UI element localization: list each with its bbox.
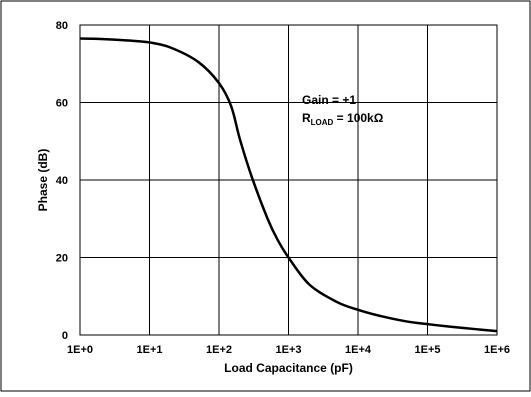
tick-labels: 1E+0 1E+1 1E+2 1E+3 1E+4 1E+5 1E+6 0 20 40 60 80 <box>56 20 510 356</box>
annotation-rload-suffix: = 100kΩ <box>333 111 383 125</box>
y-tick-label: 60 <box>56 98 68 110</box>
x-tick-label: 1E+6 <box>484 344 510 356</box>
plot-frame <box>79 24 498 336</box>
x-tick-label: 1E+5 <box>415 344 441 356</box>
annotation-gain: Gain = +1 <box>302 93 356 107</box>
x-axis-label: Load Capacitance (pF) <box>224 361 353 375</box>
x-tick-label: 1E+1 <box>137 344 163 356</box>
x-tick-label: 1E+3 <box>276 344 302 356</box>
annotation-rload-prefix: R <box>302 111 311 125</box>
annotation: Gain = +1 RLOAD = 100kΩ <box>302 93 384 127</box>
y-tick-label: 0 <box>62 330 68 342</box>
y-tick-label: 40 <box>56 175 68 187</box>
x-tick-label: 1E+2 <box>206 344 232 356</box>
x-tick-label: 1E+0 <box>67 344 93 356</box>
y-tick-label: 20 <box>56 253 68 265</box>
series-line <box>79 37 498 333</box>
y-tick-label: 80 <box>56 20 68 32</box>
y-axis-label: Phase (dB) <box>36 149 50 212</box>
x-tick-label: 1E+4 <box>345 344 372 356</box>
annotation-rload: RLOAD = 100kΩ <box>302 111 384 127</box>
annotation-rload-sub: LOAD <box>311 118 334 127</box>
